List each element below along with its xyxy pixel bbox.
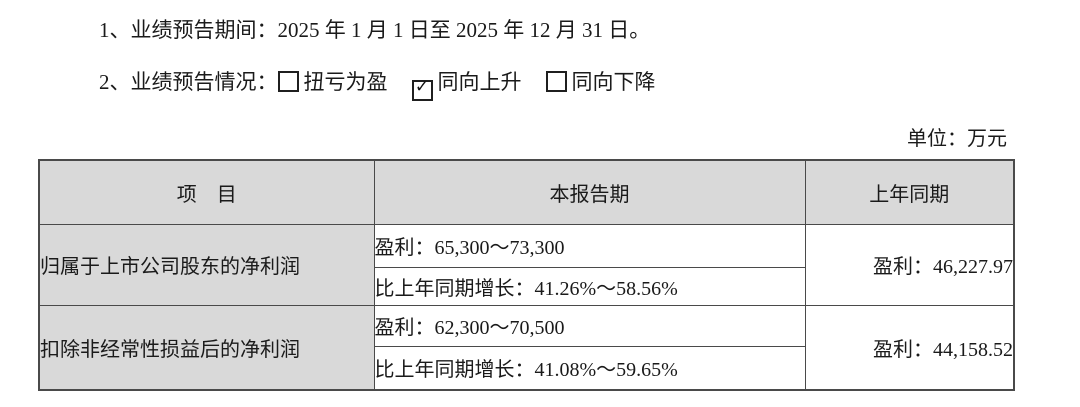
unit-note: 单位：万元 [907,128,1007,150]
option-same-direction-down: 同向下降 [545,70,656,94]
option-label: 扭亏为盈 [303,70,388,94]
current-growth-cell: 比上年同期增长：41.08%～59.65% [373,345,806,391]
col-header-current: 本报告期 [373,159,806,225]
checkbox-checked-icon: ✓ [411,78,433,101]
option-label: 同向下降 [571,70,656,94]
row-item-label: 扣除非经常性损益后的净利润 [38,304,375,391]
option-turn-loss-to-profit: 扭亏为盈 [277,70,388,94]
current-profit-cell: 盈利：62,300～70,500 [373,304,806,347]
option-same-direction-up: ✓ 同向上升 [411,70,522,101]
col-header-prior: 上年同期 [804,159,1015,225]
checkbox-unchecked-icon [277,71,299,92]
table-row: 归属于上市公司股东的净利润 盈利：65,300～73,300 盈利：46,227… [38,223,1015,306]
table-row: 比上年同期增长：41.26%～58.56% [39,266,1014,306]
forecast-period-line: 1、业绩预告期间：2025 年 1 月 1 日至 2025 年 12 月 31 … [99,18,651,42]
option-label: 同向上升 [437,70,522,94]
forecast-situation-label: 2、业绩预告情况： [99,70,278,94]
current-growth-cell: 比上年同期增长：41.26%～58.56% [373,266,806,306]
current-profit-cell: 盈利：65,300～73,300 [373,223,806,268]
prior-profit-cell: 盈利：46,227.97 [804,223,1015,306]
checkbox-unchecked-icon [545,71,567,92]
table-row: 比上年同期增长：41.08%～59.65% [39,345,1014,391]
forecast-table: 项 目 本报告期 上年同期 归属于上市公司股东的净利润 盈利：65,300～73… [38,159,1015,391]
col-header-item: 项 目 [38,159,375,225]
table-row: 扣除非经常性损益后的净利润 盈利：62,300～70,500 盈利：44,158… [38,304,1015,391]
table-header-row: 项 目 本报告期 上年同期 [38,159,1015,225]
prior-profit-cell: 盈利：44,158.52 [804,304,1015,391]
row-item-label: 归属于上市公司股东的净利润 [38,223,375,306]
forecast-situation-line: 2、业绩预告情况： 扭亏为盈 ✓ 同向上升 同向下降 [99,67,656,101]
